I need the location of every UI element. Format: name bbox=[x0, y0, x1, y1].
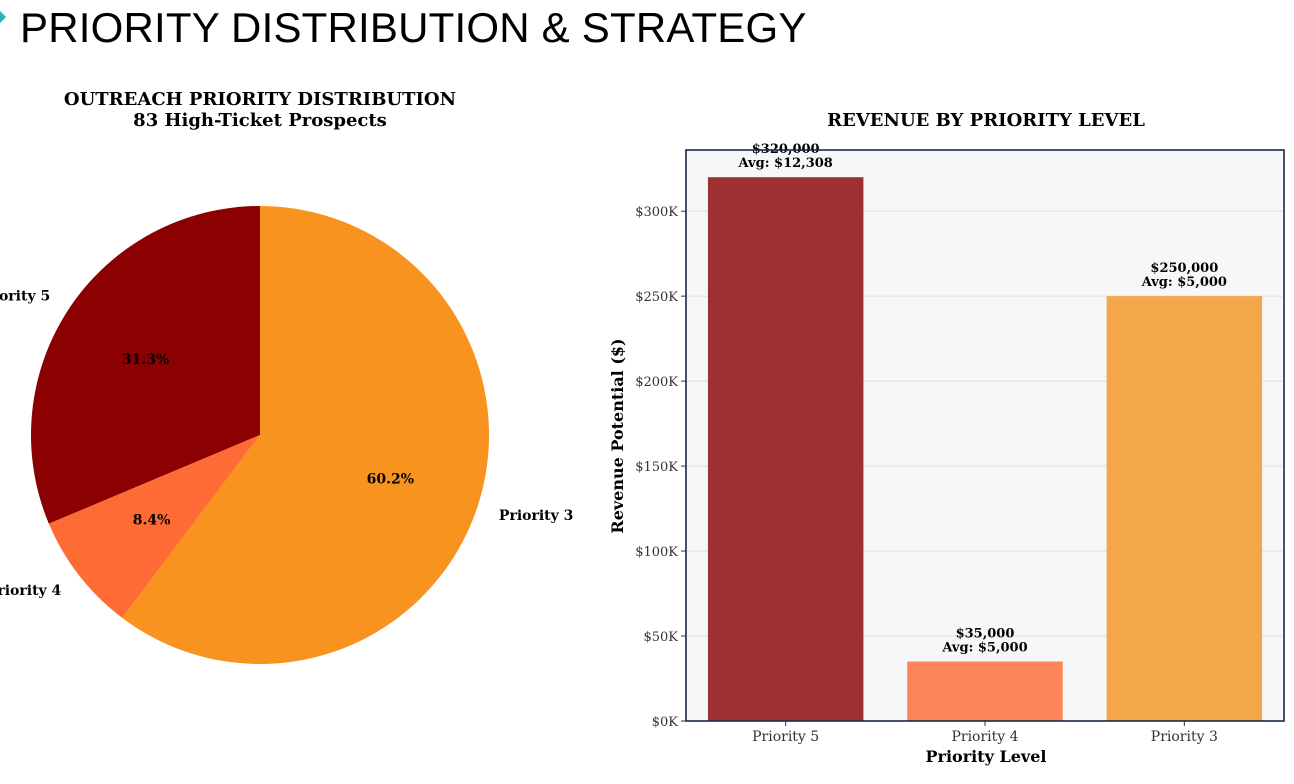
pie-title: OUTREACH PRIORITY DISTRIBUTION bbox=[64, 89, 456, 110]
x-axis-label: Priority Level bbox=[926, 747, 1047, 766]
bar-avg-label: Avg: $5,000 bbox=[1141, 275, 1227, 290]
y-tick-label: $200K bbox=[635, 375, 678, 390]
x-tick-label: Priority 3 bbox=[1151, 729, 1218, 745]
bar-value-label: $250,000 bbox=[1150, 261, 1218, 276]
y-axis-label: Revenue Potential ($) bbox=[608, 338, 627, 533]
pie-pct-label-priority-5: 31.3% bbox=[122, 352, 169, 368]
pie-slice-priority-4 bbox=[48, 435, 261, 619]
bar-avg-label: Avg: $12,308 bbox=[738, 156, 833, 171]
x-tick-label: Priority 4 bbox=[951, 729, 1018, 745]
bar-priority-4 bbox=[907, 661, 1063, 721]
bar-priority-3 bbox=[1106, 296, 1263, 721]
y-tick-label: $250K bbox=[635, 290, 678, 305]
bar-value-label: $35,000 bbox=[956, 627, 1015, 642]
bar-priority-5 bbox=[707, 177, 864, 721]
pie-chart: OUTREACH PRIORITY DISTRIBUTION 83 High-T… bbox=[0, 89, 573, 664]
y-tick-label: $50K bbox=[643, 630, 678, 645]
bar-title: REVENUE BY PRIORITY LEVEL bbox=[827, 110, 1145, 131]
pie-label-priority-4: Priority 4 bbox=[0, 583, 62, 599]
pie-slice-priority-3 bbox=[122, 206, 489, 664]
pie-slice-priority-5 bbox=[30, 206, 260, 524]
x-tick-label: Priority 5 bbox=[752, 729, 819, 745]
pie-pct-label-priority-4: 8.4% bbox=[133, 512, 171, 528]
y-tick-label: $300K bbox=[635, 205, 678, 220]
slide-title: PRIORITY DISTRIBUTION & STRATEGY bbox=[20, 4, 807, 51]
y-tick-label: $100K bbox=[635, 545, 678, 560]
bar-avg-label: Avg: $5,000 bbox=[941, 641, 1027, 656]
plot-frame bbox=[685, 149, 1285, 722]
title-bullet-icon bbox=[0, 9, 7, 25]
y-tick-label: $150K bbox=[635, 460, 678, 475]
pie-label-priority-3: Priority 3 bbox=[499, 508, 573, 524]
y-tick-label: $0K bbox=[652, 715, 679, 730]
pie-pct-label-priority-3: 60.2% bbox=[367, 472, 414, 488]
pie-subtitle: 83 High-Ticket Prospects bbox=[133, 110, 387, 131]
pie-label-priority-5: Priority 5 bbox=[0, 289, 50, 305]
